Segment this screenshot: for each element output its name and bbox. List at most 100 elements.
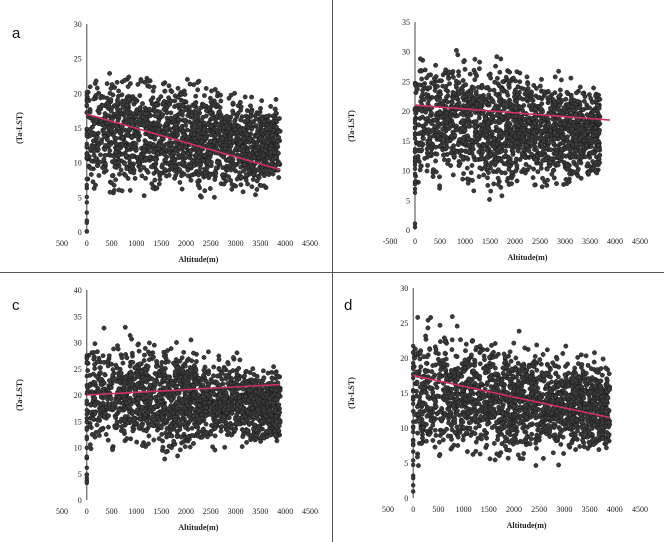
y-tick-label: 0 — [78, 496, 82, 505]
scatter-point — [124, 166, 130, 172]
scatter-point — [141, 193, 147, 199]
scatter-point — [510, 149, 516, 155]
scatter-point — [219, 424, 225, 429]
scatter-point — [483, 100, 488, 105]
scatter-point — [249, 94, 255, 100]
x-tick-label: 4500 — [302, 507, 318, 516]
scatter-point — [479, 99, 484, 105]
scatter-point — [267, 167, 273, 173]
scatter-point — [262, 147, 268, 153]
scatter-point — [453, 78, 459, 84]
scatter-point — [168, 346, 174, 351]
scatter-point — [488, 129, 494, 135]
scatter-point — [134, 133, 140, 139]
scatter-point — [567, 139, 573, 145]
scatter-point — [159, 359, 165, 365]
scatter-point — [166, 443, 172, 449]
scatter-point — [257, 109, 263, 115]
scatter-point — [148, 164, 154, 170]
scatter-point — [497, 145, 503, 151]
scatter-point — [574, 90, 579, 96]
scatter-point — [521, 127, 526, 133]
x-tick-label: 3000 — [228, 239, 244, 248]
scatter-point — [231, 164, 237, 170]
scatter-point — [564, 166, 570, 172]
panel-label: a — [12, 25, 21, 42]
scatter-point — [419, 76, 425, 82]
scatter-point — [205, 158, 211, 164]
scatter-point — [172, 122, 178, 127]
scatter-point — [412, 171, 418, 177]
scatter-point — [226, 126, 231, 132]
scatter-point — [460, 78, 466, 83]
scatter-point — [437, 174, 442, 180]
scatter-point — [113, 177, 119, 183]
scatter-point — [484, 132, 489, 138]
scatter-point — [487, 87, 493, 93]
scatter-point — [573, 112, 578, 118]
scatter-point — [237, 170, 243, 176]
x-tick-label: 4500 — [632, 237, 648, 246]
scatter-point — [467, 71, 473, 77]
scatter-point — [192, 122, 198, 128]
scatter-point — [218, 98, 224, 104]
scatter-point — [160, 162, 166, 168]
scatter-point — [90, 179, 96, 185]
scatter-point — [255, 167, 261, 173]
scatter-point — [493, 63, 498, 69]
scatter-point — [438, 142, 444, 148]
y-tick-label: 10 — [74, 444, 82, 453]
scatter-point — [477, 165, 483, 171]
scatter-point — [439, 78, 444, 84]
scatter-point — [109, 82, 115, 88]
scatter-point — [540, 175, 545, 181]
scatter-point — [538, 165, 544, 171]
scatter-point — [495, 175, 501, 181]
scatter-point — [227, 147, 233, 153]
scatter-point — [248, 103, 253, 109]
scatter-point — [531, 166, 536, 172]
y-tick-label: 0 — [406, 226, 410, 235]
scatter-point — [160, 81, 166, 87]
scatter-point — [597, 96, 603, 102]
scatter-point — [140, 386, 146, 392]
scatter-point — [414, 86, 420, 92]
scatter-point — [168, 163, 174, 169]
scatter-point — [114, 124, 119, 129]
scatter-point — [196, 172, 202, 178]
scatter-point — [276, 134, 282, 140]
scatter-point — [242, 94, 248, 100]
scatter-point — [226, 95, 232, 101]
scatter-point — [155, 169, 161, 175]
scatter-point — [269, 132, 275, 138]
scatter-point — [103, 431, 109, 437]
scatter-point — [163, 141, 169, 147]
y-tick-label: 20 — [402, 107, 410, 116]
scatter-point — [412, 131, 418, 137]
scatter-point — [469, 177, 475, 183]
scatter-point — [226, 157, 232, 163]
scatter-point — [433, 158, 438, 164]
scatter-point — [547, 128, 553, 134]
scatter-point — [201, 152, 207, 158]
scatter-point — [524, 143, 530, 149]
scatter-point — [509, 170, 515, 176]
scatter-point — [479, 156, 485, 162]
scatter-point — [536, 124, 542, 130]
scatter-point — [129, 336, 135, 342]
scatter-point — [122, 324, 128, 330]
y-tick-label: 10 — [402, 167, 410, 176]
scatter-point — [539, 77, 544, 82]
scatter-point — [247, 122, 252, 128]
scatter-point — [119, 424, 125, 429]
scatter-point — [483, 160, 488, 166]
scatter-point — [253, 192, 258, 198]
scatter-point — [513, 121, 519, 127]
scatter-point — [460, 87, 465, 93]
scatter-point — [583, 123, 589, 129]
scatter-point — [412, 190, 418, 195]
scatter-point — [448, 122, 453, 128]
x-tick-label: 500 — [434, 237, 446, 246]
scatter-point — [425, 162, 430, 168]
scatter-point — [132, 175, 138, 181]
